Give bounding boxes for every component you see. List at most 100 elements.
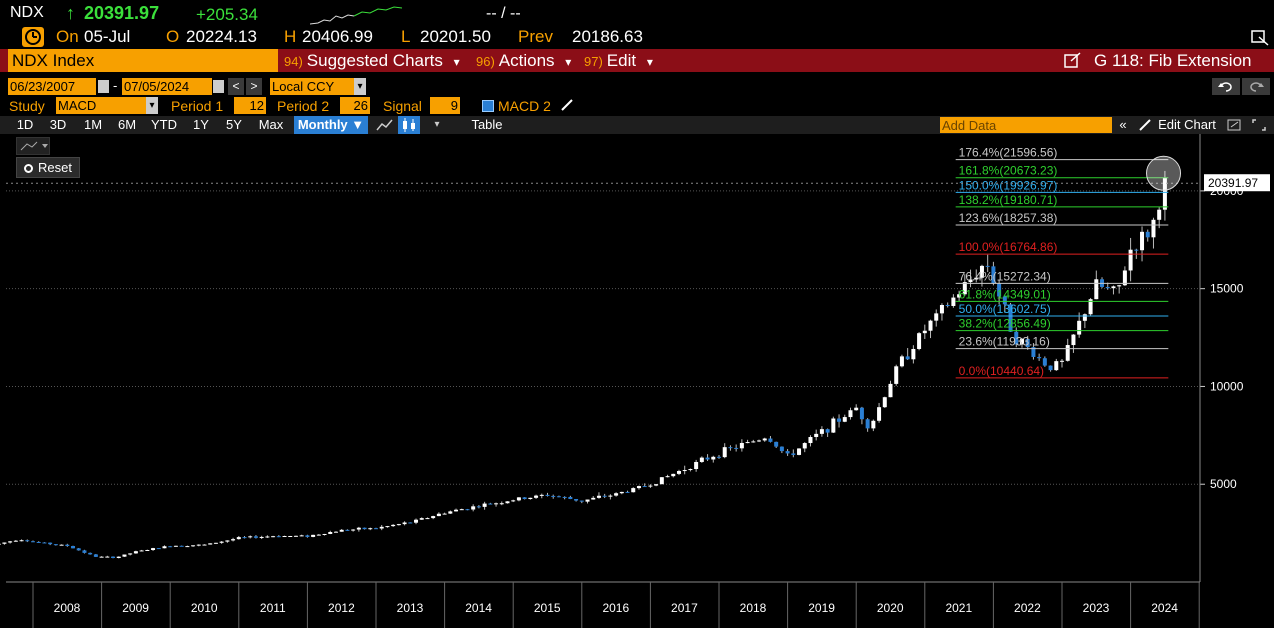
start-date-input[interactable]: 06/23/2007 (8, 78, 96, 95)
candle (499, 503, 504, 505)
candle (797, 448, 802, 455)
macd2-checkbox[interactable] (482, 100, 494, 112)
candle-chart-icon[interactable] (398, 116, 420, 134)
candle (2, 542, 7, 544)
period-ytd[interactable]: YTD (151, 117, 177, 132)
candlestick-chart[interactable]: 200.0%(23089.08)176.4%(21596.56)161.8%(2… (0, 134, 1274, 628)
candles (0, 170, 1167, 559)
actions-num: 96) (476, 54, 495, 69)
candle (99, 556, 104, 558)
candle (665, 476, 670, 478)
study-select[interactable]: MACD (56, 97, 146, 114)
candle (1111, 286, 1116, 289)
period-1d[interactable]: 1D (16, 117, 34, 132)
chevron-down-icon[interactable]: ▾ (354, 78, 366, 95)
candle (116, 556, 121, 559)
last-price: 20391.97 (84, 3, 160, 23)
suggested-charts-menu[interactable]: 94) Suggested Charts ▾ (284, 49, 460, 72)
expand-chart-icon[interactable] (1250, 117, 1268, 133)
trend-line-icon (20, 141, 48, 151)
candle (202, 544, 207, 546)
candle (322, 533, 327, 535)
period-1m[interactable]: 1M (83, 117, 103, 132)
collapse-icon[interactable]: « (1119, 117, 1127, 132)
candle (1065, 345, 1070, 361)
candle (905, 356, 910, 360)
candle (488, 503, 493, 505)
calendar-icon[interactable] (213, 80, 224, 93)
candle (1128, 249, 1133, 271)
table-button[interactable]: Table (471, 117, 503, 132)
open-value: 20224.13 (186, 27, 257, 46)
candle (814, 433, 819, 438)
line-chart-icon[interactable] (374, 117, 396, 133)
edit-chart-button[interactable]: Edit Chart (1158, 117, 1216, 132)
candle (271, 536, 276, 538)
candle (1134, 249, 1139, 251)
x-tick-label: 2008 (54, 601, 81, 615)
candle (362, 527, 367, 530)
study-bar: Study MACD ▾ Period 1 12 Period 2 26 Sig… (0, 97, 1274, 115)
x-tick-label: 2024 (1151, 601, 1178, 615)
suggested-charts-label: Suggested Charts (306, 51, 443, 70)
candle (345, 529, 350, 531)
fib-extension[interactable]: 200.0%(23089.08)176.4%(21596.56)161.8%(2… (955, 134, 1169, 379)
candle (1014, 331, 1019, 345)
currency-select[interactable]: Local CCY (270, 78, 356, 95)
candle (699, 457, 704, 462)
calendar-icon[interactable] (98, 80, 109, 93)
candle (945, 304, 950, 306)
period-3d[interactable]: 3D (49, 117, 67, 132)
prev-period-button[interactable]: < (228, 78, 244, 95)
candle (1042, 358, 1047, 366)
candle (762, 438, 767, 441)
undo-button[interactable] (1212, 78, 1240, 95)
candle (265, 536, 270, 538)
on-label: On (56, 27, 79, 46)
period1-input[interactable]: 12 (234, 97, 266, 114)
candle (0, 543, 1, 545)
next-period-button[interactable]: > (246, 78, 262, 95)
drawing-tool-select[interactable] (16, 137, 50, 155)
candle (276, 536, 281, 538)
end-date-input[interactable]: 07/05/2024 (122, 78, 212, 95)
candle (854, 407, 859, 411)
candle (76, 548, 81, 551)
settings-icon[interactable] (1226, 117, 1244, 133)
chevron-down-icon[interactable]: ▾ (146, 97, 158, 114)
actions-menu[interactable]: 96) Actions ▾ (476, 49, 571, 72)
signal-input[interactable]: 9 (430, 97, 460, 114)
redo-button[interactable] (1242, 78, 1270, 95)
chevron-down-icon[interactable]: ▾ (434, 119, 440, 130)
candle (333, 531, 338, 533)
candle (1082, 314, 1087, 321)
fib-level-label: 23.6%(11933.16) (959, 335, 1050, 349)
candle (242, 537, 247, 539)
period-max[interactable]: Max (258, 117, 284, 132)
candle (596, 495, 601, 498)
candle (585, 499, 590, 502)
pencil-icon[interactable] (560, 98, 574, 112)
expand-icon[interactable] (1250, 28, 1270, 46)
candle (1077, 320, 1082, 335)
period-5y[interactable]: 5Y (226, 117, 242, 132)
period2-input[interactable]: 26 (340, 97, 370, 114)
prev-value: 20186.63 (572, 27, 643, 46)
frequency-select[interactable]: Monthly ▼ (294, 116, 368, 134)
clock-icon[interactable] (22, 27, 44, 47)
candle (974, 277, 979, 280)
candle (528, 497, 533, 500)
security-field[interactable]: NDX Index (8, 49, 278, 72)
add-data-input[interactable]: Add Data (940, 117, 1112, 133)
candle (53, 544, 58, 546)
candle (459, 509, 464, 511)
edit-menu[interactable]: 97) Edit ▾ (584, 49, 653, 72)
period-1y[interactable]: 1Y (193, 117, 209, 132)
candle (922, 330, 927, 334)
reset-button[interactable]: Reset (16, 157, 80, 178)
candle (436, 513, 441, 517)
candle (757, 440, 762, 442)
launch-icon[interactable] (1064, 52, 1082, 69)
candle (402, 522, 407, 525)
period-6m[interactable]: 6M (117, 117, 137, 132)
